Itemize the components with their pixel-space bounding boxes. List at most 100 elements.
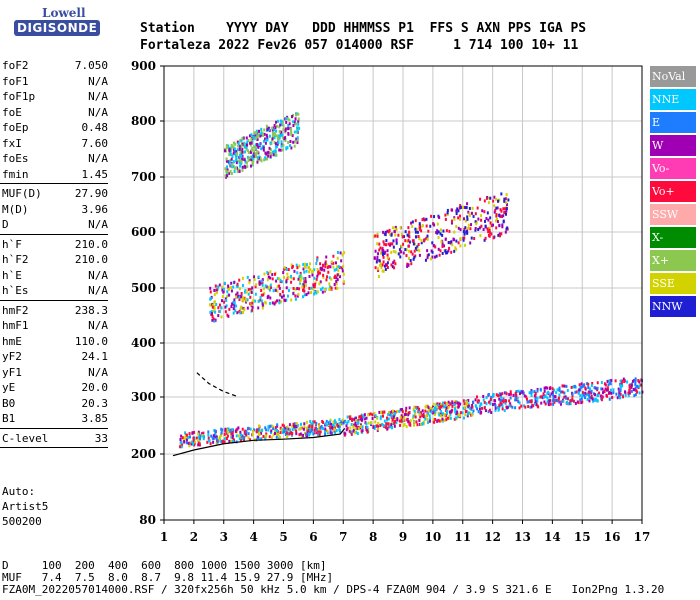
echo-point (247, 151, 250, 155)
echo-point (501, 392, 504, 396)
echo-point (233, 147, 236, 151)
echo-point (553, 395, 556, 399)
echo-point (258, 282, 261, 286)
echo-point (419, 422, 422, 426)
echo-point (275, 124, 278, 128)
echo-point (352, 425, 355, 429)
echo-point (326, 431, 329, 435)
y-tick-label: 800 (131, 114, 156, 128)
echo-point (501, 399, 504, 403)
echo-point (256, 142, 259, 146)
echo-point (212, 317, 215, 321)
echo-point (459, 402, 462, 406)
echo-point (423, 238, 426, 242)
echo-point (281, 148, 284, 152)
echo-point (201, 433, 204, 437)
echo-point (238, 278, 241, 282)
echo-point (499, 208, 502, 212)
echo-point (322, 273, 325, 277)
echo-point (405, 425, 408, 429)
echo-point (390, 421, 393, 425)
echo-point (502, 207, 505, 211)
echo-point (282, 427, 285, 431)
param-value: N/A (88, 74, 108, 88)
echo-point (437, 247, 440, 251)
echo-point (275, 279, 278, 283)
echo-point (334, 431, 337, 435)
echo-point (455, 212, 458, 216)
echo-point (285, 120, 288, 124)
echo-point (391, 409, 394, 413)
echo-point (249, 290, 252, 294)
echo-point (294, 287, 297, 291)
echo-point (448, 246, 451, 250)
echo-point (246, 298, 249, 302)
echo-point (325, 255, 328, 259)
echo-point (335, 279, 338, 283)
param-row: h`F 210.0 (0, 237, 110, 253)
echo-point (457, 209, 460, 213)
echo-point (588, 387, 591, 391)
echo-point (261, 303, 264, 307)
echo-point (444, 237, 447, 241)
echo-point (470, 236, 473, 240)
echo-point (600, 398, 603, 402)
echo-point (283, 266, 286, 270)
echo-point (335, 421, 338, 425)
echo-point (474, 212, 477, 216)
echo-point (341, 253, 344, 257)
echo-point (398, 248, 401, 252)
echo-point (239, 164, 242, 168)
echo-point (233, 141, 236, 145)
echo-point (231, 434, 234, 438)
echo-point (275, 299, 278, 303)
echo-point (262, 293, 265, 297)
echo-point (257, 156, 260, 160)
echo-point (413, 255, 416, 259)
echo-point (306, 434, 309, 438)
x-tick-label: 15 (574, 530, 591, 544)
echo-point (386, 416, 389, 420)
param-row: fxI 7.60 (0, 136, 110, 152)
echo-point (245, 136, 248, 140)
echo-point (314, 427, 317, 431)
echo-point (251, 162, 254, 166)
echo-point (298, 264, 301, 268)
echo-point (297, 112, 300, 116)
logo-lowell: Lowell (42, 6, 86, 20)
echo-point (243, 438, 246, 442)
param-value: N/A (88, 284, 108, 297)
echo-point (311, 269, 314, 273)
param-separator (0, 233, 108, 235)
echo-point (402, 242, 405, 246)
echo-point (635, 389, 638, 393)
echo-point (377, 421, 380, 425)
echo-point (230, 434, 233, 438)
echo-point (380, 251, 383, 255)
echo-point (437, 230, 440, 234)
echo-point (252, 298, 255, 302)
echo-point (563, 384, 566, 388)
echo-point (327, 421, 330, 425)
echo-point (557, 396, 560, 400)
echo-point (240, 144, 243, 148)
echo-point (253, 135, 256, 139)
echo-point (317, 270, 320, 274)
echo-point (355, 430, 358, 434)
echo-point (584, 386, 587, 390)
echo-point (477, 410, 480, 414)
echo-point (408, 411, 411, 415)
legend-item: W (650, 135, 696, 156)
echo-point (531, 390, 534, 394)
echo-point (357, 425, 360, 429)
echo-point (240, 439, 243, 443)
echo-point (226, 290, 229, 294)
echo-point (236, 148, 239, 152)
echo-point (383, 419, 386, 423)
echo-point (412, 408, 415, 412)
echo-point (308, 265, 311, 269)
echo-point (297, 119, 300, 123)
echo-point (255, 129, 258, 133)
x-tick-label: 1 (160, 530, 168, 544)
echo-point (381, 269, 384, 273)
